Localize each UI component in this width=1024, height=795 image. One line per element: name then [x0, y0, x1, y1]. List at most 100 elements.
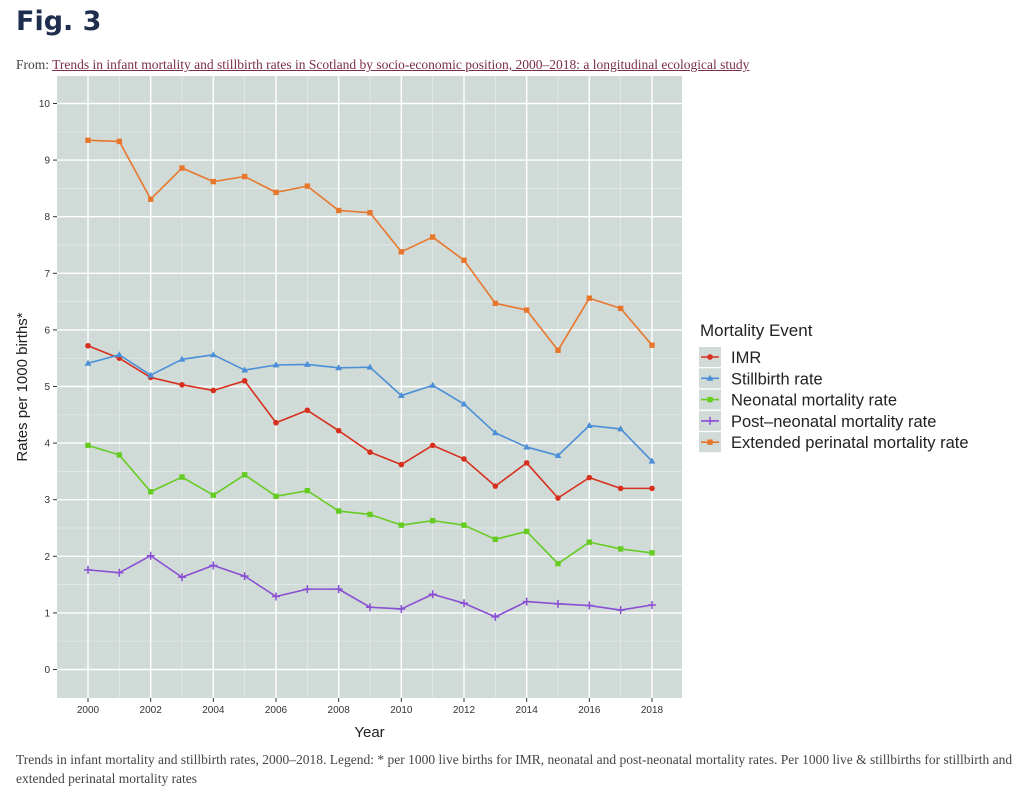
- data-point: [555, 560, 561, 567]
- legend-item-3: Neonatal mortality rate: [699, 389, 897, 410]
- data-point: [555, 495, 561, 501]
- data-point: [85, 137, 91, 143]
- grid: [57, 76, 682, 698]
- data-point: [586, 539, 593, 545]
- source-article-link[interactable]: Trends in infant mortality and stillbirt…: [52, 57, 750, 72]
- legend-label: Extended perinatal mortality rate: [731, 434, 969, 452]
- data-point: [210, 387, 217, 394]
- data-point: [272, 592, 280, 601]
- x-tick-label: 2018: [641, 705, 664, 716]
- data-point: [303, 360, 311, 367]
- data-point: [146, 551, 155, 560]
- data-point: [616, 606, 625, 615]
- series-1: [85, 342, 655, 501]
- data-point: [523, 307, 530, 313]
- data-point: [210, 492, 217, 498]
- data-point: [178, 573, 186, 582]
- x-tick-label: 2010: [390, 705, 413, 716]
- data-point: [461, 257, 467, 263]
- legend-label: Neonatal mortality rate: [731, 392, 897, 410]
- legend-item-1: IMR: [699, 347, 761, 367]
- data-point: [335, 508, 342, 514]
- data-point: [398, 461, 405, 468]
- legend-item-2: Stillbirth rate: [699, 368, 823, 389]
- data-point: [649, 485, 655, 492]
- data-point: [273, 493, 279, 500]
- x-tick-label: 2002: [140, 705, 163, 716]
- series-4: [84, 551, 656, 621]
- x-tick-label: 2000: [77, 705, 100, 716]
- data-point: [492, 300, 499, 306]
- data-point: [335, 364, 343, 371]
- data-point: [617, 485, 624, 492]
- axes: 2000 2002 2004 2006 2008 2010 2012 2014 2016 2018…: [14, 99, 664, 741]
- figure-caption: Trends in infant mortality and stillbirt…: [16, 752, 1013, 786]
- x-axis-title: Year: [354, 724, 384, 741]
- data-point: [648, 600, 656, 609]
- data-point: [209, 561, 218, 570]
- legend: Mortality Event IMR Stillbirth rate Neonata…: [699, 321, 969, 453]
- data-point: [147, 196, 154, 202]
- y-tick-label: 2: [44, 552, 50, 563]
- y-tick-label: 0: [44, 665, 50, 676]
- data-point: [84, 565, 92, 574]
- data-point: [523, 460, 530, 466]
- legend-label: Stillbirth rate: [731, 370, 823, 388]
- data-point: [85, 342, 91, 349]
- y-tick-label: 3: [44, 495, 50, 506]
- data-point: [429, 517, 436, 524]
- data-point: [84, 359, 92, 366]
- data-point: [649, 342, 655, 348]
- data-point: [209, 351, 217, 358]
- data-point: [210, 178, 217, 185]
- data-point: [178, 355, 186, 362]
- legend-label: IMR: [731, 349, 761, 367]
- data-point: [273, 189, 279, 196]
- data-point: [617, 305, 624, 312]
- data-point: [240, 572, 249, 581]
- data-point: [367, 511, 373, 518]
- data-point: [303, 585, 312, 594]
- data-point: [179, 474, 185, 480]
- y-tick-label: 5: [44, 382, 50, 393]
- data-point: [304, 407, 311, 414]
- data-point: [429, 381, 437, 388]
- data-point: [272, 361, 280, 368]
- data-point: [179, 165, 185, 171]
- series-3: [85, 442, 655, 567]
- from-prefix: From:: [16, 57, 53, 72]
- data-point: [397, 604, 406, 613]
- data-point: [398, 249, 405, 255]
- figure-label: Fig. 3: [16, 6, 102, 37]
- data-point: [147, 489, 154, 495]
- legend-label: Post–neonatal mortality rate: [731, 413, 936, 431]
- x-tick-label: 2014: [516, 705, 539, 716]
- data-point: [147, 371, 155, 378]
- data-point: [585, 421, 593, 428]
- data-point: [706, 374, 714, 381]
- line-chart: 2000 2002 2004 2006 2008 2010 2012 2014 2016 2018…: [14, 76, 969, 741]
- y-tick-label: 4: [44, 439, 50, 450]
- y-axis-title: Rates per 1000 births*: [14, 312, 31, 461]
- y-tick-label: 8: [44, 212, 50, 223]
- data-point: [523, 443, 531, 450]
- data-point: [366, 363, 374, 370]
- x-tick-label: 2006: [265, 705, 288, 716]
- series-5: [85, 137, 655, 353]
- data-point: [116, 452, 123, 458]
- y-tick-label: 9: [44, 156, 50, 167]
- x-tick-label: 2016: [578, 705, 601, 716]
- data-point: [491, 429, 499, 436]
- data-point: [398, 522, 405, 528]
- data-point: [492, 536, 499, 543]
- data-point: [367, 210, 373, 216]
- data-point: [367, 449, 373, 455]
- legend-title: Mortality Event: [700, 321, 813, 340]
- data-point: [492, 483, 499, 489]
- data-point: [429, 442, 436, 449]
- data-point: [461, 522, 467, 528]
- data-point: [707, 439, 713, 445]
- data-point: [460, 400, 468, 407]
- data-point: [334, 585, 343, 594]
- data-point: [85, 442, 91, 449]
